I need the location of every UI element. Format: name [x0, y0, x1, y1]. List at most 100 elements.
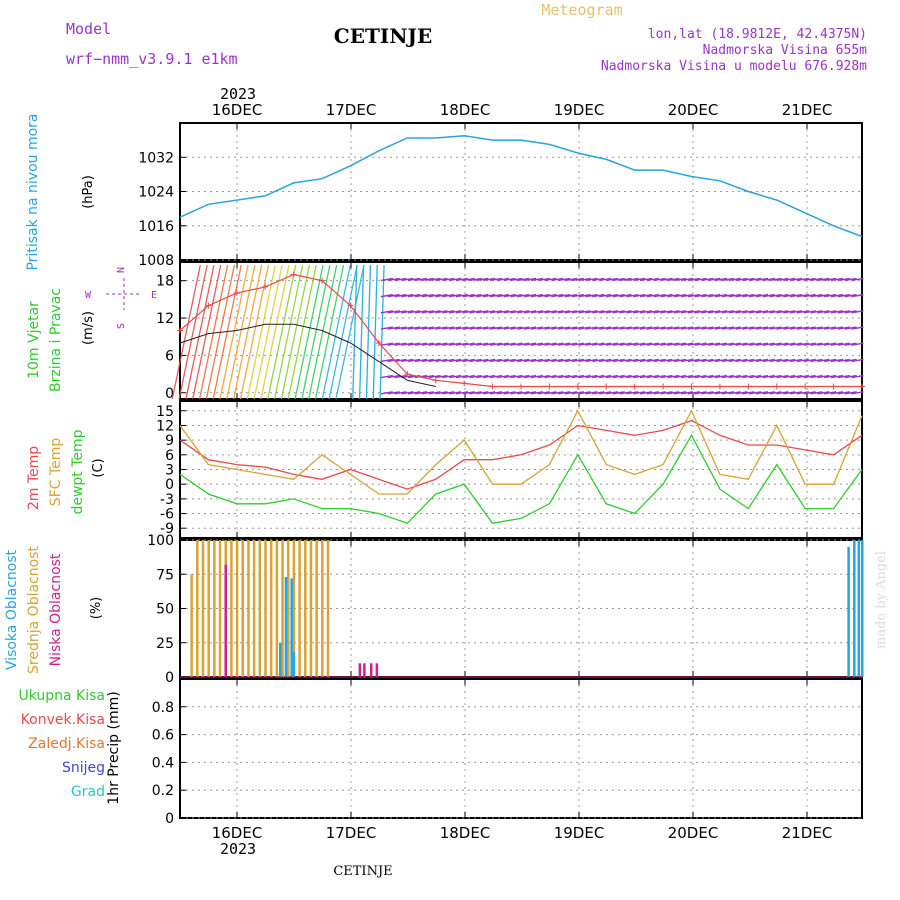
wind-barb: [551, 391, 564, 395]
wind-barb: [789, 277, 803, 282]
wind-barb: [476, 374, 489, 379]
wind-barb: [510, 358, 523, 363]
wind-barb: [558, 293, 571, 298]
wind-barb: [428, 326, 441, 330]
wind-speed-marker: [660, 383, 667, 390]
pressure-axis-label: Pritisak na nivou mora: [25, 113, 41, 270]
wind-barb: [469, 342, 482, 346]
wind-barb: [401, 342, 414, 346]
wind-barb: [469, 310, 482, 314]
wind-barb: [544, 358, 557, 363]
wind-barb: [483, 391, 496, 395]
wind-barb: [435, 293, 448, 298]
wind-barb: [380, 277, 393, 282]
wind-barb: [448, 326, 462, 330]
wind-barb: [421, 277, 434, 282]
wind-barb: [421, 391, 434, 395]
wind-axis-label-1: 10m Vjetar: [26, 301, 42, 379]
cloud-bar: [284, 576, 288, 677]
meteogram-label: Meteogram: [541, 1, 622, 19]
wind-barb: [503, 391, 516, 395]
wind-barb: [442, 358, 455, 363]
wind-barb: [626, 374, 639, 379]
wind-barb: [612, 293, 625, 298]
wind-barb: [830, 293, 844, 298]
wind-barb: [646, 326, 659, 330]
wind-barb: [571, 293, 584, 298]
wind-barb: [578, 277, 591, 282]
wind-barb: [455, 277, 469, 282]
wind-barb: [358, 265, 365, 400]
wind-barb: [462, 277, 475, 282]
wind-barb: [646, 358, 659, 363]
wind-barb: [503, 342, 516, 346]
wind-speed-marker: [461, 380, 468, 387]
wind-barb: [335, 264, 365, 400]
wind-barb: [735, 293, 748, 298]
wind-barb: [558, 342, 571, 346]
precip-ytick-label: 0: [165, 811, 174, 827]
wind-barb: [564, 391, 578, 395]
wind-speed-marker: [859, 383, 865, 390]
wind-barb: [517, 310, 530, 314]
wind-barb: [489, 293, 503, 298]
wind-barb: [824, 358, 837, 363]
wind-speed-marker: [205, 302, 212, 309]
wind-barb: [537, 293, 550, 298]
wind-barb: [523, 277, 537, 282]
wind-barb: [851, 342, 864, 346]
wind-barb: [558, 326, 571, 330]
wind-barb: [571, 277, 584, 282]
wind-barb: [749, 342, 762, 346]
wind-barb: [694, 310, 707, 314]
wind-barb: [810, 293, 823, 298]
temp-axis-label-sfc: SFC Temp: [48, 438, 64, 507]
wind-barb: [503, 293, 516, 298]
wind-barb: [380, 374, 393, 379]
cloud-bar: [224, 564, 227, 677]
wind-barb: [544, 391, 557, 395]
wind-barb: [585, 342, 598, 346]
wind-barb: [660, 310, 673, 314]
wind-barb: [462, 310, 475, 314]
wind-barb: [796, 310, 810, 314]
pressure-ytick-label: 1016: [138, 219, 174, 235]
wind-barb: [605, 293, 619, 298]
wind-barb: [592, 277, 605, 282]
wind-barb: [667, 342, 680, 346]
wind-barb: [380, 326, 393, 330]
wind-barb: [824, 310, 837, 314]
wind-barb: [314, 264, 345, 400]
wind-barb: [246, 264, 276, 400]
wind-barb: [674, 358, 687, 363]
cloud-bar: [196, 540, 199, 677]
wind-barb: [817, 277, 830, 282]
wind-barb: [598, 342, 612, 346]
wind-barb: [294, 264, 324, 400]
wind-barb: [401, 277, 414, 282]
wind-barb: [824, 342, 837, 346]
cloud-bar: [857, 540, 861, 677]
wind-barb: [646, 277, 659, 282]
wind-barb: [742, 326, 755, 330]
wind-barb: [233, 264, 263, 400]
wind-barb: [469, 358, 482, 363]
wind-barb: [394, 374, 407, 379]
wind-barb: [769, 310, 782, 314]
wind-barb: [646, 342, 659, 346]
wind-barb: [674, 326, 687, 330]
wind-speed-marker: [603, 383, 610, 390]
wind-barb: [837, 310, 850, 314]
wind-barb: [578, 358, 591, 363]
wind-barb: [408, 326, 421, 330]
wind-barb: [414, 277, 428, 282]
wind-speed-marker: [489, 383, 496, 390]
wind-barb: [503, 310, 516, 314]
wind-barb: [483, 277, 496, 282]
year-top: 2023: [220, 85, 256, 103]
wind-speed-marker: [319, 277, 326, 284]
wind-barb: [408, 391, 421, 395]
wind-barb: [810, 342, 823, 346]
wind-barb: [653, 277, 666, 282]
wind-barb: [442, 374, 455, 379]
